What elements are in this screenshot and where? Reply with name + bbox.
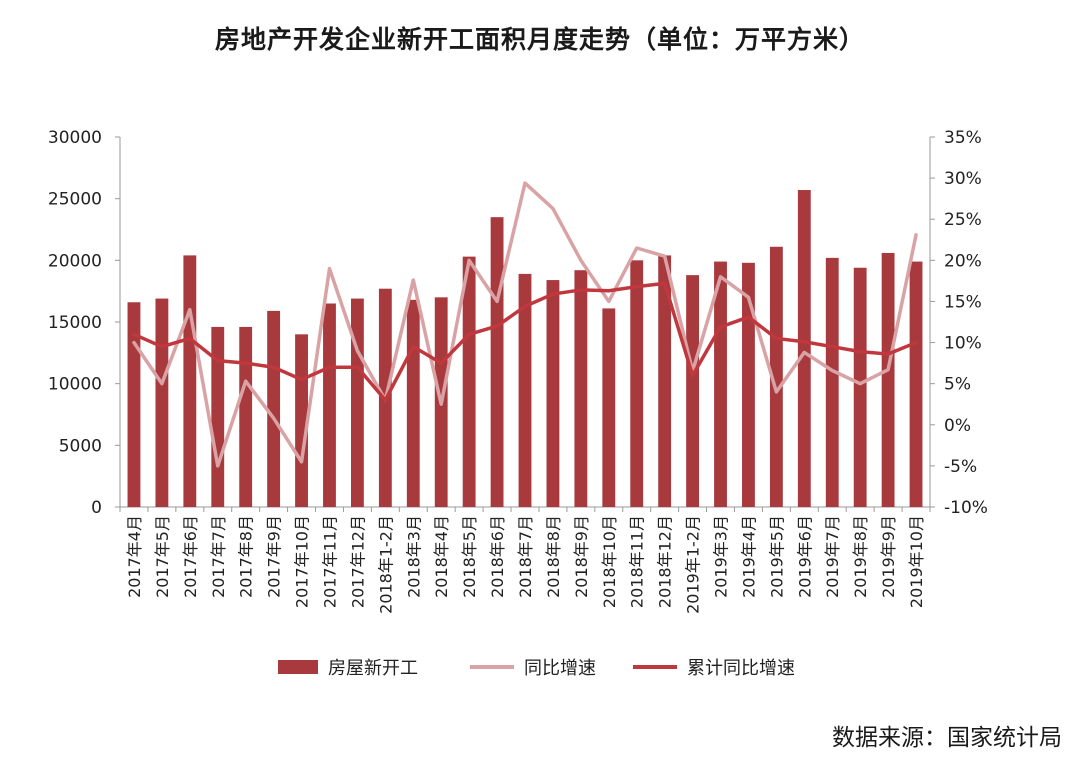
x-tick-label: 2018年12月 — [656, 515, 675, 608]
x-tick-label: 2019年4月 — [739, 515, 758, 598]
x-tick-label: 2018年9月 — [572, 515, 591, 598]
legend-label-bar: 房屋新开工 — [328, 658, 418, 679]
left-tick-label: 20000 — [48, 251, 102, 271]
right-tick-label: 15% — [944, 292, 982, 312]
x-tick-label: 2019年8月 — [851, 515, 870, 598]
x-tick-label: 2017年6月 — [181, 515, 200, 598]
left-tick-label: 0 — [91, 498, 102, 518]
right-tick-label: 30% — [944, 169, 982, 189]
x-tick-label: 2017年12月 — [348, 515, 367, 608]
bar — [769, 246, 783, 507]
x-tick-label: 2019年6月 — [795, 515, 814, 598]
x-tick-label: 2017年11月 — [320, 515, 339, 608]
x-tick-label: 2017年5月 — [153, 515, 172, 598]
bar — [797, 190, 811, 508]
x-tick-label: 2018年3月 — [404, 515, 423, 598]
right-tick-label: -5% — [944, 457, 977, 477]
bar — [323, 303, 336, 507]
bar — [462, 256, 476, 507]
x-tick-label: 2017年8月 — [237, 515, 256, 598]
bar — [239, 326, 253, 507]
bar — [183, 255, 197, 507]
x-tick-label: 2018年8月 — [544, 515, 563, 598]
bar — [853, 267, 867, 507]
bar — [350, 298, 364, 507]
x-tick-label: 2017年4月 — [125, 515, 144, 598]
bar — [714, 261, 727, 507]
right-tick-label: 0% — [944, 416, 971, 436]
left-tick-label: 5000 — [59, 436, 102, 456]
bar — [127, 302, 141, 507]
x-tick-label: 2018年1-2月 — [376, 515, 395, 614]
x-tick-label: 2017年7月 — [209, 515, 228, 598]
x-tick-label: 2019年10月 — [907, 515, 926, 608]
bar — [602, 308, 616, 507]
x-tick-label: 2018年10月 — [600, 515, 619, 608]
right-tick-label: 20% — [944, 251, 982, 271]
yoy-growth-line — [132, 181, 918, 468]
bar — [742, 262, 755, 507]
x-tick-label: 2019年7月 — [823, 515, 842, 598]
bar — [881, 252, 895, 507]
legend-label-yoy: 同比增速 — [524, 658, 596, 679]
x-tick-label: 2017年10月 — [293, 515, 312, 608]
x-tick-label: 2018年6月 — [488, 515, 507, 598]
x-tick-label: 2019年1-2月 — [684, 515, 703, 614]
bar — [574, 270, 588, 507]
right-tick-label: 25% — [944, 210, 982, 230]
bar — [909, 261, 923, 507]
bar — [155, 298, 169, 507]
bar — [686, 275, 700, 507]
bar — [546, 280, 560, 507]
x-tick-label: 2018年7月 — [516, 515, 535, 598]
x-tick-label: 2017年9月 — [265, 515, 284, 598]
legend-swatch-bar — [278, 660, 318, 674]
bar — [406, 299, 420, 507]
bar — [658, 255, 672, 507]
x-tick-label: 2019年9月 — [879, 515, 898, 598]
left-tick-label: 10000 — [48, 375, 102, 395]
x-tick-label: 2019年3月 — [712, 515, 731, 598]
bar — [630, 260, 644, 507]
left-tick-label: 15000 — [48, 313, 102, 333]
x-tick-label: 2019年5月 — [767, 515, 786, 598]
x-tick-label: 2018年5月 — [460, 515, 479, 598]
bar — [211, 326, 225, 507]
bar — [518, 273, 532, 507]
left-tick-label: 25000 — [48, 190, 102, 210]
data-source: 数据来源：国家统计局 — [832, 725, 1062, 751]
right-tick-label: 35% — [944, 128, 982, 148]
right-tick-label: -10% — [944, 498, 988, 518]
chart-title: 房地产开发企业新开工面积月度走势（单位：万平方米） — [214, 25, 865, 54]
bar — [490, 217, 504, 507]
legend-label-cumulative: 累计同比增速 — [687, 658, 795, 679]
right-tick-label: 5% — [944, 375, 971, 395]
bar — [825, 257, 839, 507]
x-tick-label: 2018年11月 — [628, 515, 647, 608]
left-tick-label: 30000 — [48, 128, 102, 148]
x-tick-label: 2018年4月 — [432, 515, 451, 598]
bar — [267, 310, 281, 507]
cumulative-growth-line — [132, 281, 918, 402]
right-tick-label: 10% — [944, 334, 982, 354]
